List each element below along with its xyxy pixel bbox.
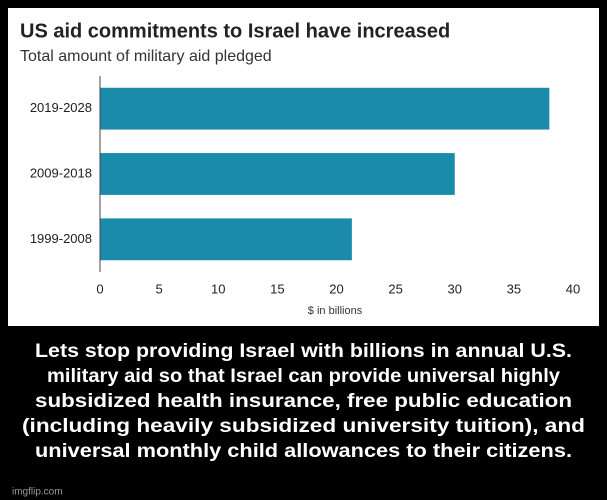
watermark: imgflip.com — [12, 487, 63, 498]
x-tick-label: 25 — [388, 281, 402, 296]
caption-line: military aid so that Israel can provide … — [47, 366, 560, 387]
chart-title: US aid commitments to Israel have increa… — [20, 20, 450, 42]
caption-line: Lets stop providing Israel with billions… — [35, 341, 572, 362]
x-tick-label: 0 — [96, 281, 103, 296]
caption-line: (including heavily subsidized university… — [22, 416, 585, 437]
bar — [100, 218, 352, 261]
bar — [100, 153, 455, 195]
x-axis-label: $ in billions — [308, 305, 363, 317]
x-tick-label: 10 — [211, 281, 225, 296]
caption-line: subsidized health insurance, free public… — [35, 391, 572, 412]
x-tick-label: 40 — [566, 281, 580, 296]
bar — [100, 87, 550, 130]
x-tick-label: 15 — [270, 281, 284, 296]
y-tick-label: 2019-2028 — [30, 100, 92, 115]
x-tick-label: 35 — [507, 281, 521, 296]
x-tick-label: 30 — [448, 281, 462, 296]
caption-line: universal monthly child allowances to th… — [35, 441, 572, 462]
y-tick-label: 1999-2008 — [30, 231, 92, 246]
chart-subtitle: Total amount of military aid pledged — [20, 48, 272, 65]
y-tick-label: 2009-2018 — [30, 165, 92, 180]
x-tick-label: 20 — [329, 281, 343, 296]
x-tick-label: 5 — [156, 281, 163, 296]
